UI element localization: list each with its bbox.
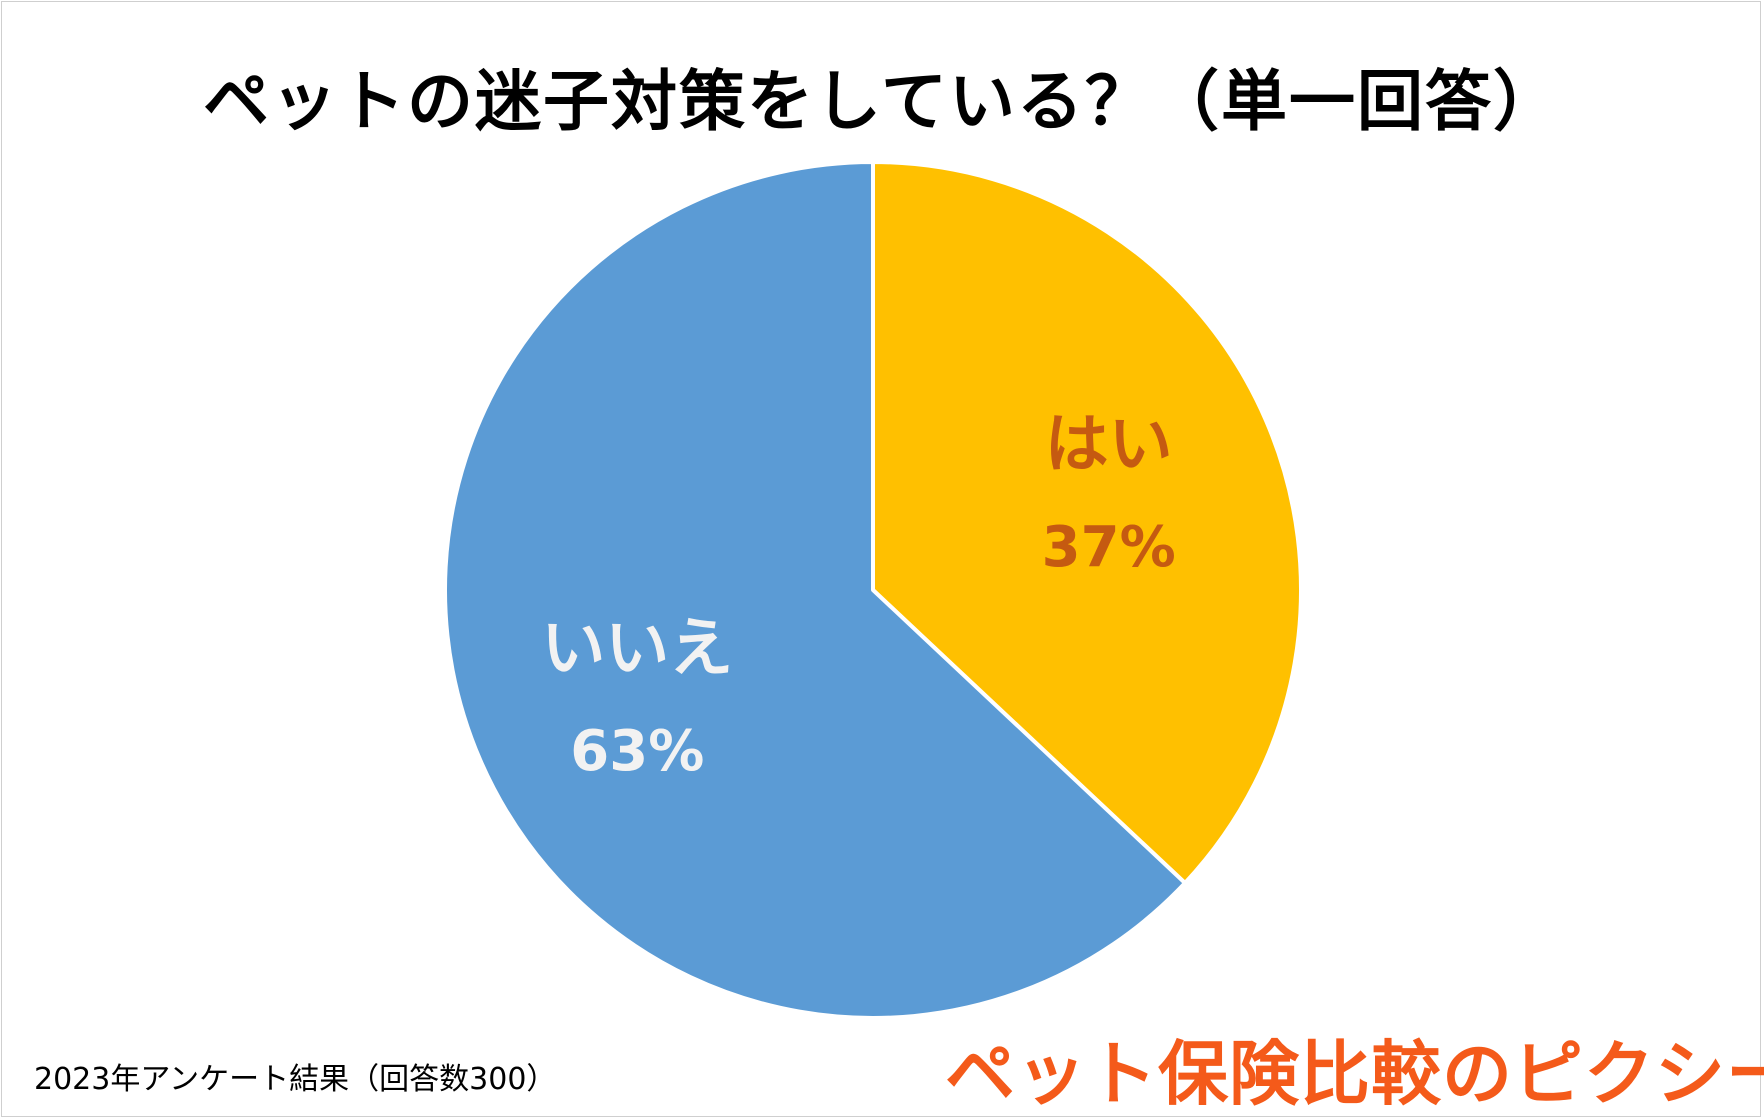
pie-slice-1 xyxy=(443,160,1187,1020)
slice-category-label: はい xyxy=(1045,408,1173,482)
pie-slice-0 xyxy=(871,160,1303,885)
brand-logo: ペット保険比較のピクシー xyxy=(945,1033,1764,1115)
slice-percent-label: 37% xyxy=(1042,515,1176,580)
slice-percent-label: 63% xyxy=(570,719,704,784)
slice-category-label: いいえ xyxy=(541,612,733,686)
chart-title: ペットの迷子対策をしている？（単一回答） xyxy=(202,63,1562,140)
footnote: 2023年アンケート結果（回答数300） xyxy=(34,1062,557,1097)
